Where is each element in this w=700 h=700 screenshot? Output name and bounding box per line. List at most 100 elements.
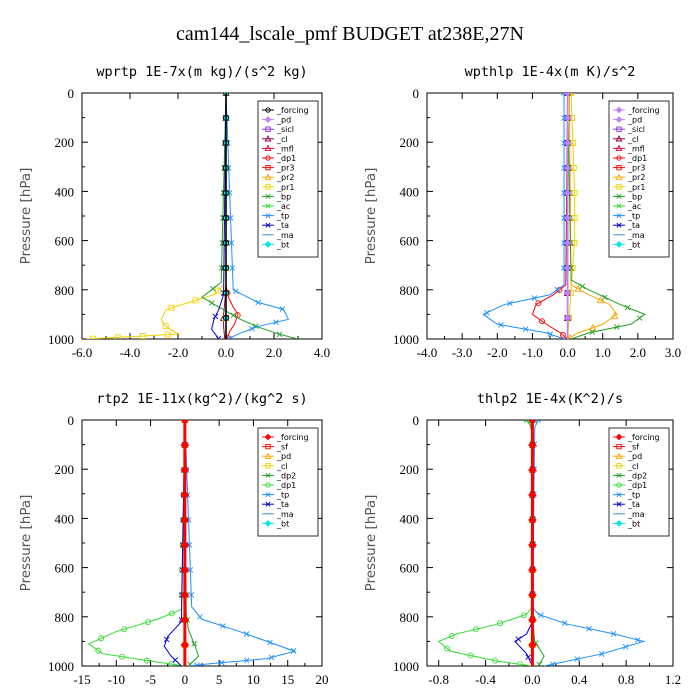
legend-entry: _dp1 (627, 154, 647, 163)
series-point-forcing (223, 315, 229, 321)
legend-entry: _dp1 (276, 481, 296, 490)
series-point-tp (549, 661, 556, 666)
legend-entry: _bt (276, 240, 289, 249)
y-tick-label: 200 (400, 135, 420, 150)
legend-marker (616, 482, 622, 488)
x-tick-label: 10 (247, 672, 260, 687)
x-tick-label: -6.0 (72, 345, 93, 360)
legend-entry: _cl (627, 135, 639, 144)
legend-entry: _bp (276, 192, 291, 201)
series-point-dp1 (535, 300, 542, 307)
figure-title: cam144_lscale_pmf BUDGET at238E,27N (176, 23, 524, 45)
legend-entry: _dp1 (276, 154, 296, 163)
series-point-tp (243, 631, 250, 637)
legend-marker (264, 452, 272, 459)
series-point-forcing (180, 490, 190, 500)
legend-marker (615, 520, 623, 527)
legend-entry: _ac (276, 202, 290, 211)
series-point-forcing (563, 314, 572, 322)
legend-marker (616, 463, 622, 469)
series-point-forcing (223, 115, 229, 121)
y-tick-label: 1000 (48, 659, 74, 674)
series-point-pr1 (89, 335, 96, 339)
legend-entry: _pr1 (276, 183, 294, 192)
series-point-tp (522, 326, 529, 333)
legend-marker (615, 173, 623, 180)
legend-marker (264, 241, 272, 248)
y-tick-label: 800 (55, 610, 75, 625)
legend-entry: _pd (627, 116, 642, 125)
legend-entry: _ma (276, 510, 294, 519)
series-point-pr2 (596, 296, 605, 304)
legend-marker (615, 452, 623, 459)
y-tick-label: 200 (55, 462, 75, 477)
series-point-ta (215, 335, 222, 339)
series-line-ta (211, 93, 227, 339)
series-point-tp (268, 654, 275, 661)
series-point-dp1 (168, 661, 175, 666)
series-point-dp1 (539, 318, 546, 325)
legend-marker (616, 155, 622, 161)
x-tick-label: 2.0 (266, 345, 282, 360)
legend-marker (264, 135, 272, 142)
series-point-forcing (563, 264, 572, 272)
legend-entry: _dp2 (627, 471, 647, 480)
series-point-forcing (180, 615, 190, 625)
series-point-bp (589, 329, 596, 335)
legend-box (257, 427, 319, 537)
series-point-tp (187, 567, 194, 573)
series-point-dp1 (467, 652, 474, 659)
legend-entry: _ma (276, 231, 294, 240)
legend-entry: _bt (627, 240, 640, 249)
x-tick-label: 3.0 (665, 345, 681, 360)
legend-marker (616, 472, 622, 478)
series-point-forcing (223, 290, 229, 296)
x-tick-label: 20 (316, 672, 329, 687)
x-tick-label: 0.0 (559, 345, 575, 360)
legend-entry: _sicl (627, 125, 645, 134)
x-tick-label: -0.4 (475, 672, 496, 687)
series-point-bp (208, 300, 215, 306)
x-tick-label: 0.0 (218, 345, 234, 360)
series-group (437, 420, 646, 666)
y-tick-label: 400 (55, 184, 75, 199)
series-point-forcing (223, 190, 229, 196)
series-line-pr1 (567, 93, 576, 339)
series-point-forcing (563, 139, 572, 147)
legend-marker (616, 126, 622, 132)
y-tick-label: 600 (400, 561, 420, 576)
legend-entry: _ma (627, 510, 645, 519)
x-tick-label: 0.4 (571, 672, 588, 687)
series-point-forcing (528, 515, 537, 525)
legend-entry: _pr2 (627, 173, 645, 182)
x-tick-label: 5 (216, 672, 223, 687)
legend-entry: _bp (627, 192, 642, 201)
legend-marker (265, 155, 271, 161)
series-point-tp (279, 306, 286, 312)
series-point-pr1 (568, 93, 575, 96)
series-point-bp (579, 283, 586, 290)
series-point-tp (290, 648, 297, 654)
x-tick-label: 1.0 (595, 345, 611, 360)
legend-marker (616, 213, 622, 219)
legend-marker (265, 482, 271, 488)
legend: _forcing_sf_pd_cl_dp2_dp1_tp_ta_ma_bt (608, 427, 670, 537)
panel-title: wpthlp 1E-4x(m K)/s^2 (465, 64, 636, 80)
panel-title: wprtp 1E-7x(m kg)/(s^2 kg) (96, 64, 307, 80)
series-point-bp (276, 331, 283, 338)
legend-marker (264, 116, 272, 123)
legend-entry: _sicl (276, 125, 294, 134)
series-point-tp (554, 286, 561, 293)
series-point-dp2 (191, 640, 197, 647)
legend-entry: _tp (627, 491, 640, 500)
series-point-pr2 (589, 323, 597, 331)
series-point-forcing (180, 420, 190, 425)
series-point-forcing (528, 590, 537, 600)
legend-marker (264, 173, 272, 180)
series-group (86, 93, 299, 339)
legend-marker (265, 222, 271, 228)
legend-entry: _forcing (276, 106, 309, 115)
series-point-forcing (563, 93, 572, 97)
x-tick-label: -4.0 (417, 345, 438, 360)
